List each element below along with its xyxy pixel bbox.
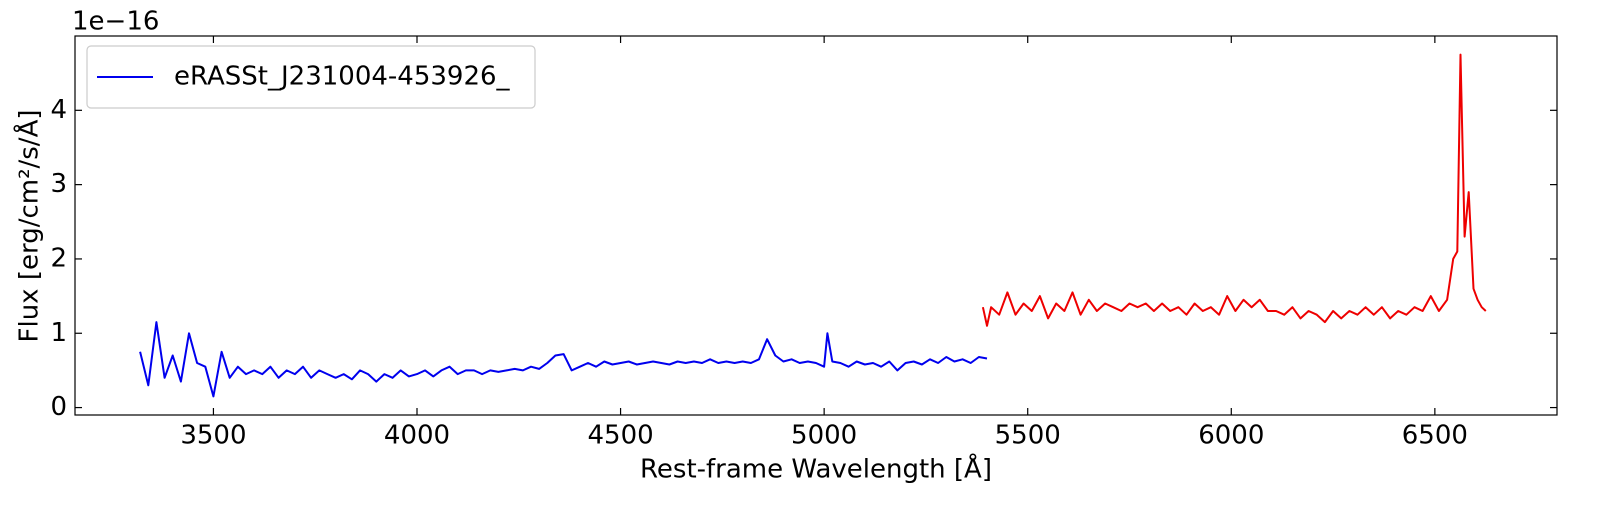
series-line (981, 53, 1487, 327)
y-tick-label: 4 (50, 95, 67, 125)
x-tick-label: 5000 (791, 421, 857, 451)
offset-label: 1e−16 (72, 7, 159, 37)
y-tick-label: 1 (50, 318, 67, 348)
series-line (139, 321, 988, 398)
y-tick-label: 0 (50, 392, 67, 422)
x-tick-label: 3500 (180, 421, 246, 451)
x-axis-label: Rest-frame Wavelength [Å] (640, 453, 992, 485)
x-tick-label: 6500 (1402, 421, 1468, 451)
y-tick-label: 2 (50, 243, 67, 273)
legend-label: eRASSt_J231004-453926_ (174, 62, 511, 92)
x-tick-label: 4500 (587, 421, 653, 451)
x-tick-label: 5500 (995, 421, 1061, 451)
x-tick-label: 6000 (1198, 421, 1264, 451)
y-axis-label: Flux [erg/cm²/s/Å] (13, 110, 45, 343)
plot-frame (74, 35, 1558, 416)
x-tick-label: 4000 (384, 421, 450, 451)
legend-box (86, 45, 536, 109)
y-tick-label: 3 (50, 169, 67, 199)
